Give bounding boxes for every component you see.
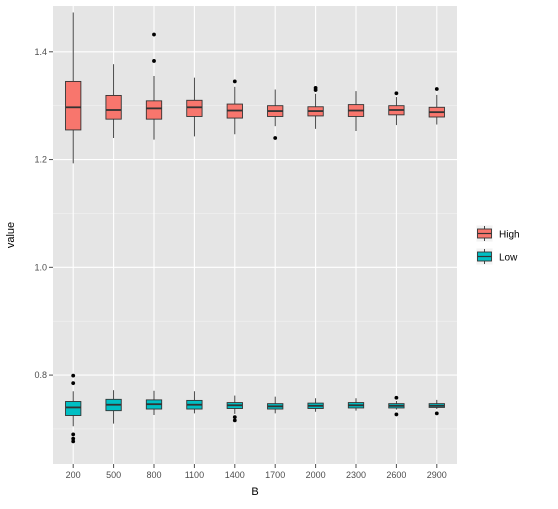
box-high-2600: [388, 91, 405, 126]
outlier-point: [232, 418, 237, 423]
x-axis: 200 500 800 1100 1400 1700 2000 2300 2600 2900: [66, 464, 447, 480]
box-low-1400: [226, 395, 243, 423]
x-tick-label: 2300: [346, 470, 366, 480]
box-low-500: [105, 390, 122, 424]
legend-label: High: [499, 230, 520, 241]
box-low-200: [65, 373, 82, 444]
outlier-point: [152, 32, 156, 37]
box-body: [145, 100, 163, 120]
x-tick-label: 1400: [225, 470, 245, 480]
outlier-point: [71, 439, 76, 444]
y-tick-label: 0.8: [34, 370, 47, 380]
outlier-point: [71, 436, 76, 441]
outlier-point: [394, 395, 399, 400]
y-tick-label: 1.0: [34, 262, 47, 272]
outlier-point: [434, 87, 439, 91]
outlier-point: [394, 412, 399, 417]
legend-label: Low: [499, 253, 518, 264]
box-high-2000: [307, 86, 324, 129]
x-tick-label: 800: [146, 470, 161, 480]
legend: High Low: [475, 224, 520, 266]
x-tick-label: 1100: [185, 470, 204, 480]
boxes-layer: [65, 12, 445, 444]
x-tick-label: 2600: [386, 470, 406, 480]
outlier-point: [232, 415, 237, 420]
plot-panel: [53, 6, 457, 464]
y-axis: 0.8 1.0 1.2 1.4: [34, 47, 53, 380]
box-low-1100: [186, 391, 203, 414]
box-high-2300: [347, 91, 365, 132]
box-low-2900: [428, 399, 445, 416]
legend-item-low: Low: [475, 247, 518, 266]
box-body: [105, 94, 122, 120]
x-tick-label: 500: [106, 470, 121, 480]
box-high-1400: [226, 79, 243, 135]
box-body: [186, 99, 203, 117]
x-tick-label: 200: [66, 470, 81, 480]
box-high-800: [145, 32, 163, 140]
outlier-point: [152, 59, 156, 63]
box-high-500: [105, 64, 122, 139]
x-tick-label: 1700: [265, 470, 285, 480]
outlier-point: [273, 136, 278, 140]
x-axis-title: B: [251, 486, 258, 498]
y-axis-title: value: [5, 222, 17, 248]
box-high-1700: [267, 89, 284, 140]
box-high-200: [65, 12, 82, 164]
x-tick-label: 2000: [306, 470, 326, 480]
outlier-point: [394, 91, 399, 96]
box-high-2900: [428, 87, 445, 125]
box-low-2300: [347, 398, 365, 411]
box-body: [65, 80, 82, 131]
y-tick-label: 1.2: [34, 155, 47, 165]
box-low-800: [145, 390, 163, 415]
outlier-point: [232, 79, 237, 84]
outlier-point: [71, 432, 76, 437]
y-tick-label: 1.4: [34, 47, 47, 57]
legend-item-high: High: [475, 224, 520, 243]
x-tick-label: 2900: [427, 470, 447, 480]
outlier-point: [71, 381, 76, 386]
box-low-2000: [307, 398, 324, 412]
outlier-point: [71, 373, 76, 378]
box-low-2600: [388, 395, 405, 417]
box-high-1100: [186, 77, 203, 137]
outlier-point: [313, 86, 318, 90]
outlier-point: [434, 411, 439, 416]
box-low-1700: [267, 396, 284, 414]
box-body: [65, 401, 82, 416]
